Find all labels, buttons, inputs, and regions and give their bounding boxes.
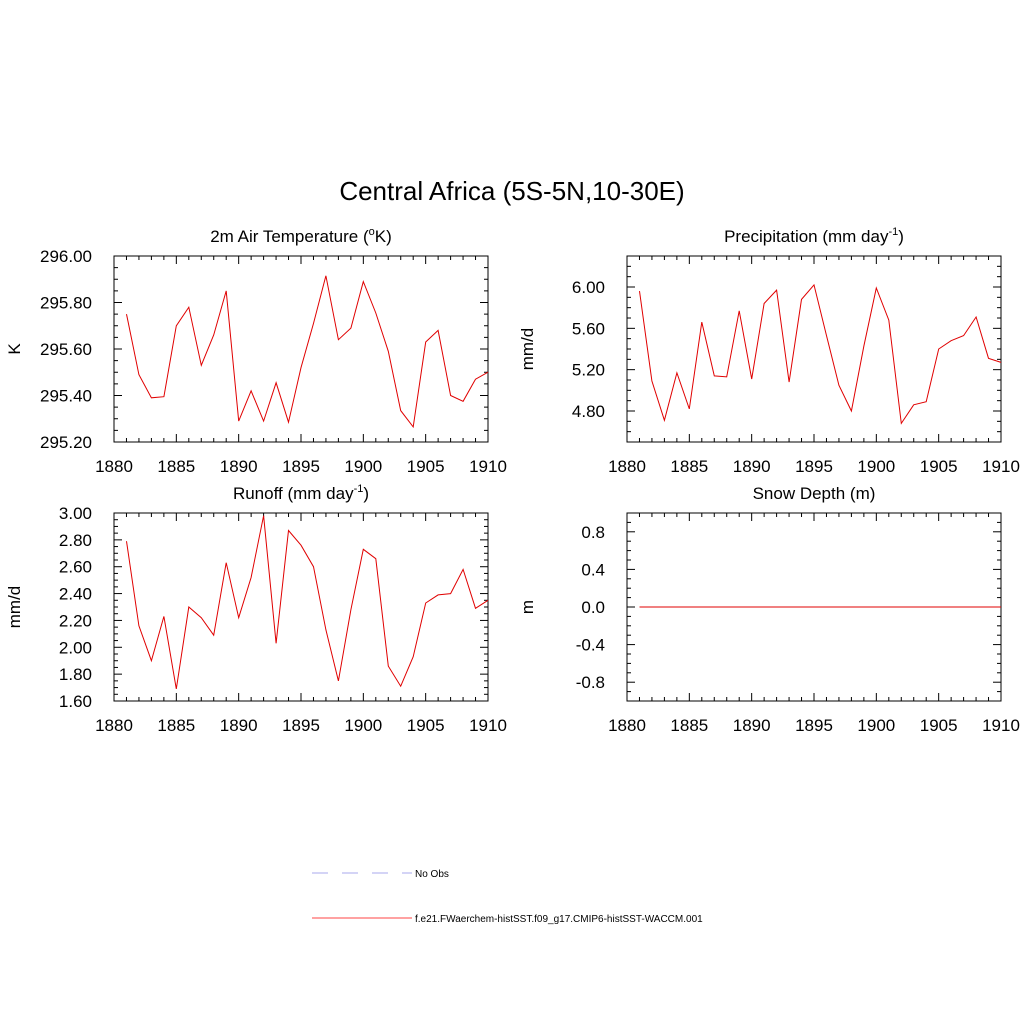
y-tick-label: 2.20: [59, 611, 92, 630]
panel-1: 2m Air Temperature (oK) K 1880 1885 1890 1895…: [5, 226, 507, 476]
panel-title: Precipitation (mm day-1): [724, 226, 904, 246]
y-axis-label: K: [5, 343, 24, 355]
y-tick-label: 1.60: [59, 692, 92, 711]
y-axis-label: mm/d: [5, 586, 24, 629]
panel-title: Snow Depth (m): [753, 484, 876, 503]
y-tick-label: 2.00: [59, 638, 92, 657]
y-tick-label: -0.8: [576, 673, 605, 692]
y-tick-label: 2.80: [59, 531, 92, 550]
x-tick-label: 1895: [795, 457, 833, 476]
legend-label: f.e21.FWaerchem-histSST.f09_g17.CMIP6-hi…: [415, 914, 703, 925]
x-tick-label: 1880: [95, 716, 133, 735]
y-tick-label: 4.80: [572, 402, 605, 421]
y-tick-label: 5.20: [572, 361, 605, 380]
panel-2: Precipitation (mm day-1) mm/d 1880 1885 1890…: [518, 226, 1020, 476]
y-tick-label: 3.00: [59, 504, 92, 523]
x-tick-label: 1890: [733, 457, 771, 476]
y-tick-label: 2.40: [59, 585, 92, 604]
panel-title: Runoff (mm day-1): [233, 483, 369, 503]
y-tick-label: 295.60: [40, 340, 92, 359]
x-tick-label: 1905: [407, 716, 445, 735]
x-tick-label: 1880: [95, 457, 133, 476]
y-axis-label: mm/d: [518, 328, 537, 371]
plot-frame: [113, 255, 489, 443]
legend-label: No Obs: [415, 869, 449, 880]
x-tick-label: 1900: [344, 716, 382, 735]
main-title: Central Africa (5S-5N,10-30E): [339, 176, 684, 206]
y-tick-label: 1.80: [59, 665, 92, 684]
x-tick-label: 1900: [344, 457, 382, 476]
y-tick-label: 0.8: [581, 523, 605, 542]
x-tick-label: 1880: [608, 716, 646, 735]
series-line: [126, 275, 489, 429]
x-tick-label: 1885: [670, 457, 708, 476]
y-tick-label: 296.00: [40, 247, 92, 266]
x-tick-label: 1900: [857, 716, 895, 735]
panels: 2m Air Temperature (oK) K 1880 1885 1890 1895…: [5, 226, 1020, 735]
plot-frame: [626, 255, 1002, 443]
x-tick-label: 1910: [982, 716, 1020, 735]
x-tick-label: 1910: [982, 457, 1020, 476]
panel-title: 2m Air Temperature (oK): [210, 226, 392, 246]
x-tick-label: 1885: [157, 716, 195, 735]
series-line: [639, 283, 1002, 425]
x-tick-label: 1885: [157, 457, 195, 476]
y-tick-label: 0.4: [581, 560, 605, 579]
x-tick-label: 1905: [920, 716, 958, 735]
series-line: [126, 515, 489, 689]
y-tick-label: 295.80: [40, 294, 92, 313]
x-tick-label: 1900: [857, 457, 895, 476]
y-tick-label: 295.20: [40, 433, 92, 452]
x-tick-label: 1890: [220, 716, 258, 735]
legend: No Obs f.e21.FWaerchem-histSST.f09_g17.CM…: [312, 869, 703, 925]
x-tick-label: 1895: [282, 457, 320, 476]
y-tick-label: -0.4: [576, 636, 605, 655]
y-tick-label: 0.0: [581, 598, 605, 617]
x-tick-label: 1880: [608, 457, 646, 476]
x-tick-label: 1905: [920, 457, 958, 476]
y-axis-label: m: [518, 600, 537, 614]
x-tick-label: 1885: [670, 716, 708, 735]
y-tick-label: 5.60: [572, 319, 605, 338]
plot-frame: [113, 512, 489, 702]
panel-4: Snow Depth (m) m 1880 1885 1890 1895 1900 1905 1…: [518, 484, 1020, 735]
y-tick-label: 295.40: [40, 387, 92, 406]
x-tick-label: 1910: [469, 457, 507, 476]
x-tick-label: 1890: [733, 716, 771, 735]
x-tick-label: 1895: [795, 716, 833, 735]
panel-3: Runoff (mm day-1) mm/d 1880 1885 1890 1895 190…: [5, 483, 507, 735]
y-tick-label: 2.60: [59, 558, 92, 577]
x-tick-label: 1895: [282, 716, 320, 735]
y-tick-label: 6.00: [572, 278, 605, 297]
x-tick-label: 1905: [407, 457, 445, 476]
x-tick-label: 1890: [220, 457, 258, 476]
x-tick-label: 1910: [469, 716, 507, 735]
